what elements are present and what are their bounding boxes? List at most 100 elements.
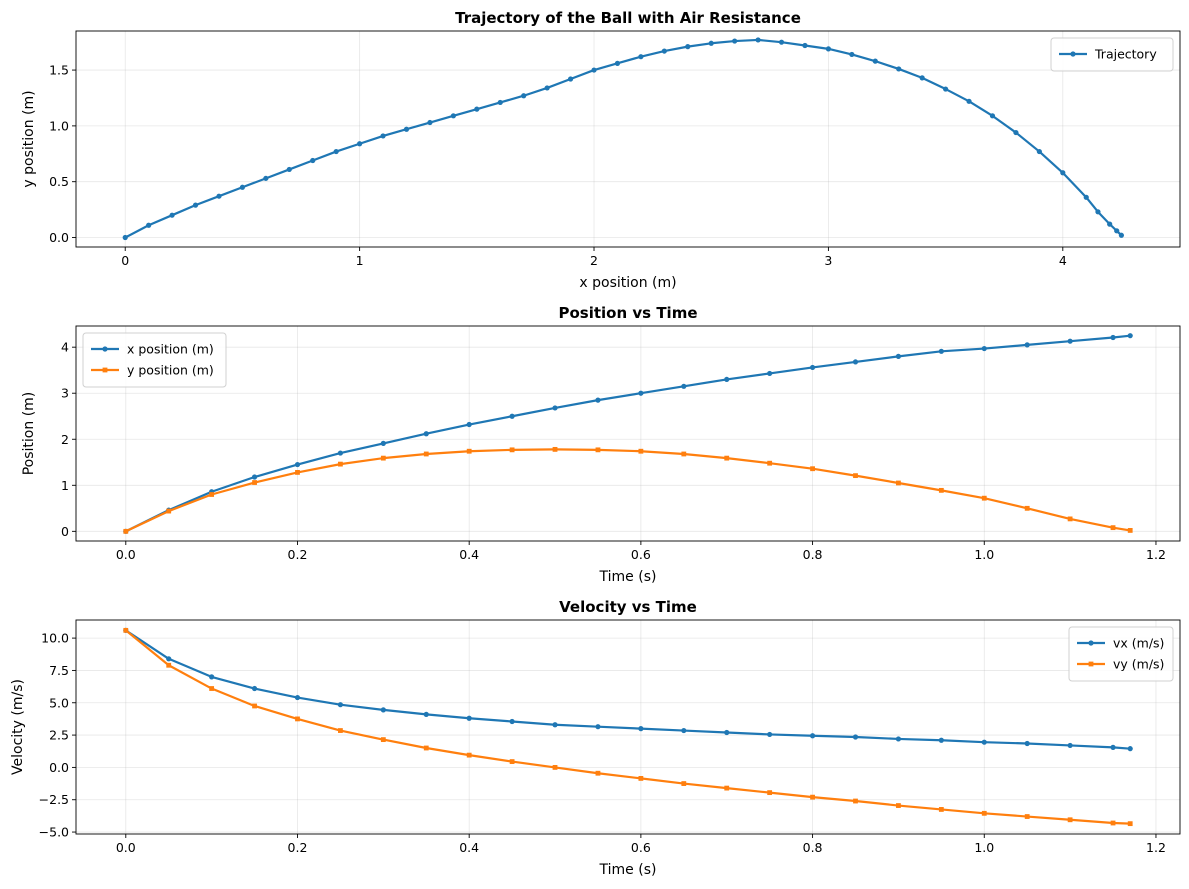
data-point [166,662,172,668]
data-point [810,466,815,472]
data-point [919,75,925,81]
series-2 [123,627,1133,827]
chart-title: Position vs Time [559,304,698,322]
data-point [333,148,339,155]
data-point [981,495,987,501]
series-line [125,448,1131,533]
data-point [380,133,386,139]
data-point [338,728,343,733]
data-point [380,440,386,446]
axes-frame [75,619,1181,835]
data-point [938,487,944,493]
plot-area [123,627,1133,827]
data-point [681,781,687,786]
data-point [638,448,644,454]
data-point [544,85,550,91]
data-point [591,67,597,73]
data-point [123,627,129,633]
chart-2: 0.0 0.2 0.4 0.6 0.8 1.0 1.2 0 1 2 3 4 Position vs Ti… [21,304,1181,585]
data-point [509,718,515,725]
data-point [809,733,816,739]
data-point [466,421,472,428]
y-axis-label: y position (m) [21,90,37,187]
data-point [938,737,944,743]
y-tick-label: 7.5 [49,663,69,678]
x-tick-label: 1.0 [974,547,994,562]
x-tick-label: 0.8 [803,840,823,855]
data-point [216,193,222,199]
legend-label: vy (m/s) [1113,657,1164,672]
x-tick-label: 4 [1059,253,1067,268]
data-point [552,765,558,770]
data-point [192,202,199,208]
data-point [1110,334,1116,341]
x-tick-label: 0.0 [116,840,136,855]
data-point [251,474,258,480]
plot-area [122,37,1125,241]
legend-swatch-marker [1088,640,1094,646]
y-tick-label: 0.0 [49,230,69,245]
x-tick-label: 0.2 [288,547,308,562]
data-point [450,113,456,119]
data-point [263,175,269,181]
data-point [1036,148,1042,155]
data-point [614,60,621,66]
data-point [895,353,902,359]
legend: Trajectory [1050,37,1174,72]
data-point [509,413,515,419]
data-point [595,447,601,453]
y-tick-label: 2.5 [49,728,69,743]
y-axis-label: Velocity (m/s) [10,679,26,775]
data-point [825,46,832,52]
legend-box [1050,37,1174,72]
data-point [474,106,480,112]
data-point [295,716,300,722]
series-line [125,629,1131,750]
x-tick-label: 0.6 [631,547,651,562]
data-point [252,703,257,709]
data-point [732,38,738,44]
legend-box [1068,626,1174,682]
data-point [872,58,878,64]
data-point [567,76,574,82]
data-point [1013,129,1019,136]
x-tick-label: 1.0 [974,840,994,855]
data-point [521,93,527,99]
data-point [423,711,429,717]
data-point [708,40,714,46]
y-tick-label: 1 [61,478,69,493]
chart-title: Trajectory of the Ball with Air Resistan… [455,9,801,27]
x-tick-label: 0.4 [459,547,479,562]
data-point [1127,528,1133,533]
data-point [509,447,515,453]
y-tick-label: 2 [61,432,69,447]
data-point [943,86,949,92]
data-point [337,702,344,708]
y-tick-label: 3 [61,386,69,401]
series-1 [123,333,1133,534]
data-point [380,455,386,461]
data-point [251,685,258,692]
data-point [209,492,215,497]
data-point [1095,209,1101,215]
data-point [778,39,785,45]
data-point [146,222,152,228]
data-point [1067,742,1073,749]
legend-label: x position (m) [127,342,214,357]
data-point [724,455,730,461]
data-point [852,359,859,365]
data-point [497,99,503,106]
data-point [896,66,902,72]
x-tick-label: 1.2 [1146,840,1166,855]
data-point [423,431,429,437]
data-point [357,141,363,147]
data-point [849,51,855,58]
y-tick-label: 4 [61,340,69,355]
data-point [338,461,343,467]
x-tick-label: 0.0 [116,547,136,562]
data-point [1024,814,1030,819]
y-tick-label: 1.5 [49,63,69,78]
data-point [166,508,172,514]
legend-box [82,332,227,388]
data-point [981,345,987,352]
